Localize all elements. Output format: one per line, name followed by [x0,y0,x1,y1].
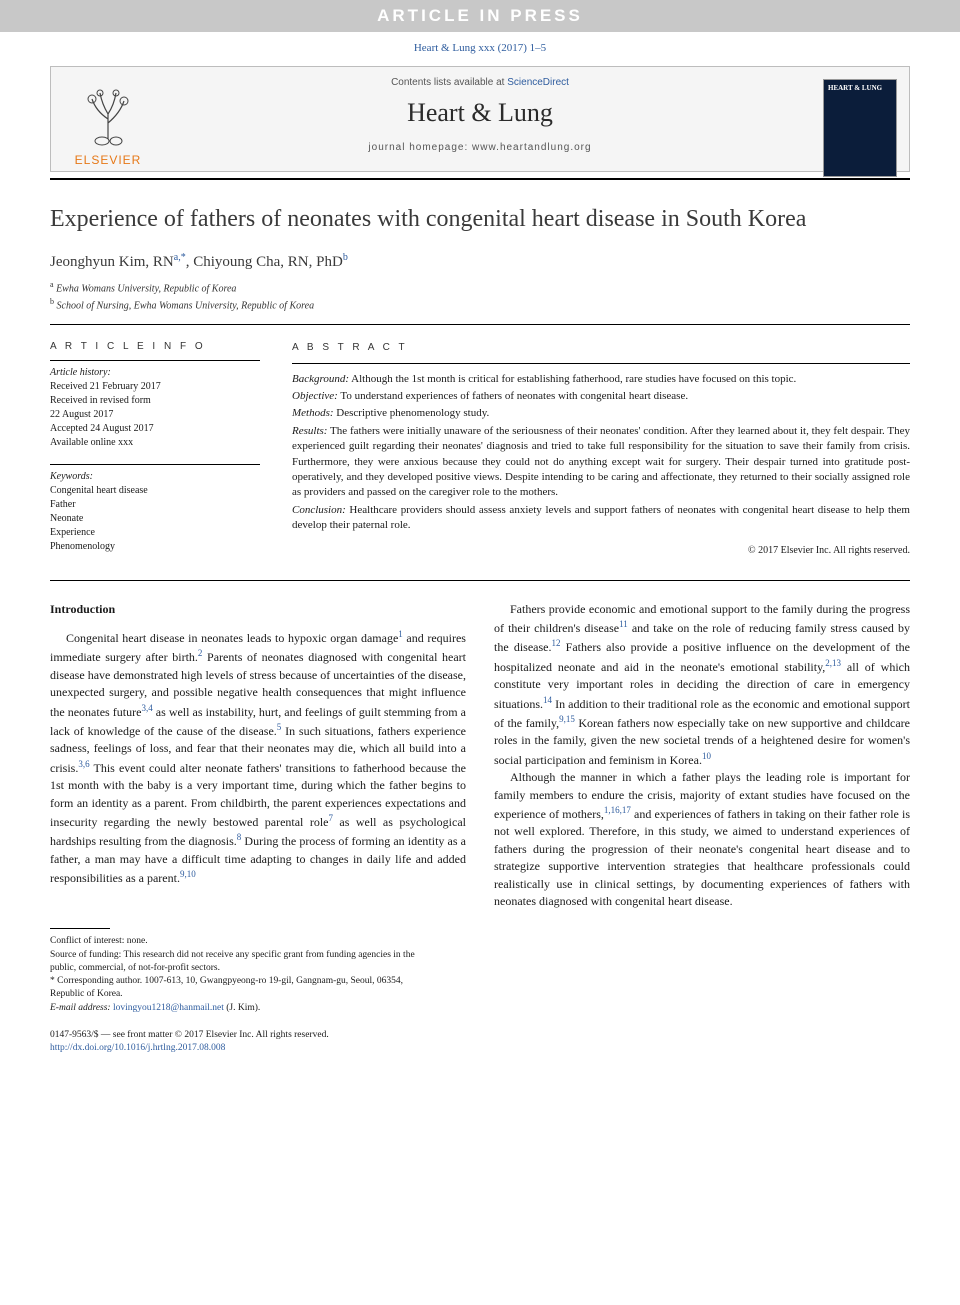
authors-line: Jeonghyun Kim, RNa,*, Chiyoung Cha, RN, … [50,252,910,271]
elsevier-tree-icon [72,79,144,151]
paper-title: Experience of fathers of neonates with c… [50,204,910,234]
front-matter-line: 0147-9563/$ — see front matter © 2017 El… [50,1029,910,1042]
article-info-heading: A R T I C L E I N F O [50,341,260,352]
intro-para-3: Although the manner in which a father pl… [494,769,910,910]
author-2: Chiyoung Cha, RN, PhDb [193,254,348,270]
abstract-heading: A B S T R A C T [292,341,910,355]
abstract-copyright: © 2017 Elsevier Inc. All rights reserved… [292,544,910,558]
abstract-col: A B S T R A C T Background: Although the… [292,341,910,568]
contents-lists-line: Contents lists available at ScienceDirec… [181,77,779,88]
info-abstract-row: A R T I C L E I N F O Article history: R… [0,325,960,580]
journal-name: Heart & Lung [181,98,779,128]
body-columns: Introduction Congenital heart disease in… [0,581,960,911]
elsevier-wordmark: ELSEVIER [63,153,153,167]
title-block: Experience of fathers of neonates with c… [0,180,960,324]
intro-para-1: Congenital heart disease in neonates lea… [50,628,466,887]
intro-para-2: Fathers provide economic and emotional s… [494,601,910,770]
article-history-label: Article history: [50,367,260,378]
citation-line: Heart & Lung xxx (2017) 1–5 [0,32,960,62]
sciencedirect-link[interactable]: ScienceDirect [507,77,569,88]
email-line: E-mail address: lovingyou1218@hanmail.ne… [50,1002,420,1015]
doi-link[interactable]: http://dx.doi.org/10.1016/j.hrtlng.2017.… [50,1043,225,1053]
introduction-heading: Introduction [50,601,466,618]
keywords-label: Keywords: [50,471,260,482]
article-info-col: A R T I C L E I N F O Article history: R… [50,341,260,568]
doi-block: 0147-9563/$ — see front matter © 2017 El… [0,1015,960,1086]
journal-header-card: ELSEVIER HEART & LUNG Contents lists ava… [50,66,910,172]
funding-note: Source of funding: This research did not… [50,949,420,976]
keywords-list: Congenital heart disease Father Neonate … [50,484,260,554]
journal-homepage-line: journal homepage: www.heartandlung.org [181,142,779,153]
author-1: Jeonghyun Kim, RNa,* [50,254,186,270]
elsevier-logo[interactable]: ELSEVIER [63,79,153,167]
journal-homepage-url[interactable]: www.heartandlung.org [472,142,592,153]
affiliations: a Ewha Womans University, Republic of Ko… [50,279,910,314]
footnotes: Conflict of interest: none. Source of fu… [0,910,470,1015]
article-history-list: Received 21 February 2017 Received in re… [50,380,260,450]
corresponding-note: * Corresponding author. 1007-613, 10, Gw… [50,975,420,1002]
conflict-note: Conflict of interest: none. [50,935,420,948]
journal-cover-title: HEART & LUNG [828,84,892,92]
corresponding-email[interactable]: lovingyou1218@hanmail.net [113,1003,224,1013]
citation-link[interactable]: Heart & Lung xxx (2017) 1–5 [414,42,546,54]
journal-cover-thumb[interactable]: HEART & LUNG [823,79,897,177]
article-in-press-banner: ARTICLE IN PRESS [0,0,960,32]
